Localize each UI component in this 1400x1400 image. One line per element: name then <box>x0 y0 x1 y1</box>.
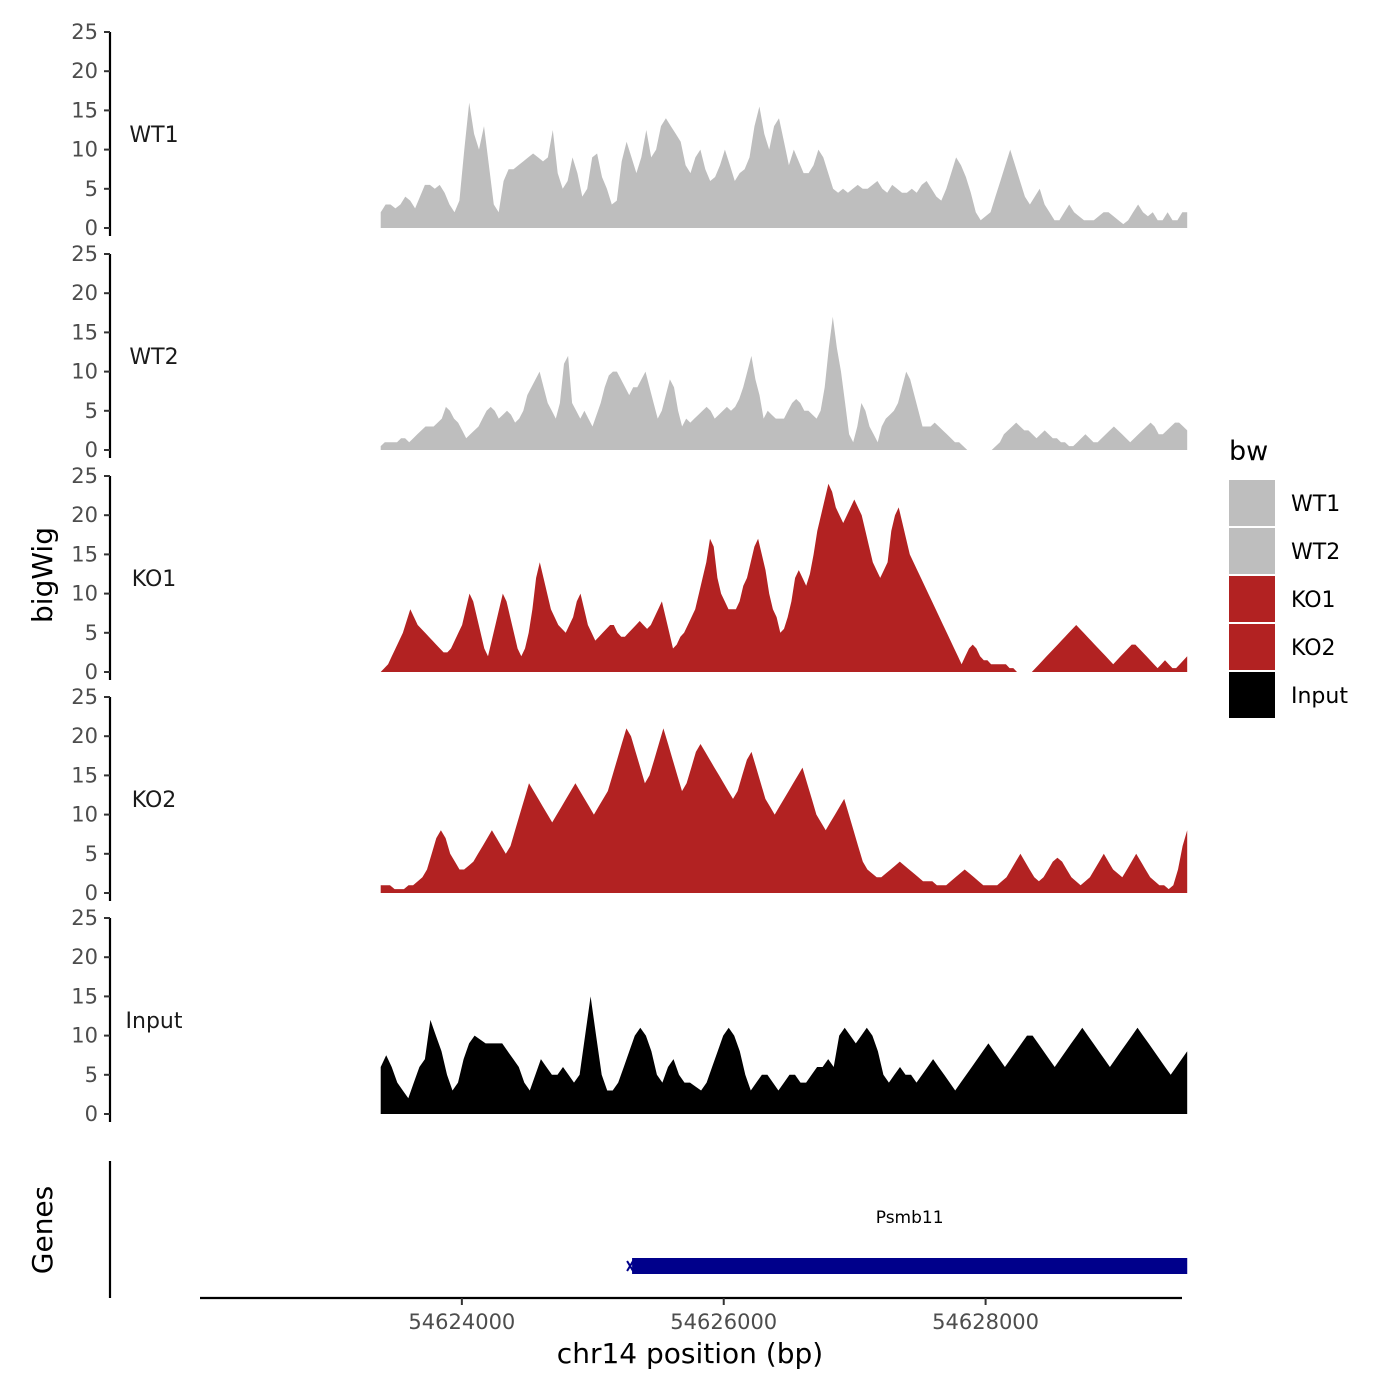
area-ko1 <box>380 483 1188 672</box>
genes-panel: Psmb11 <box>108 1161 1188 1298</box>
legend-swatch <box>1229 528 1275 574</box>
y-tick-label: 20 <box>71 945 98 969</box>
legend: bw WT1 WT2 KO1 KO2 Input <box>1229 436 1348 718</box>
y-tick-label: 5 <box>85 177 98 201</box>
y-tick-label: 15 <box>71 984 98 1008</box>
area-wt2 <box>380 316 1188 450</box>
area-ko2 <box>380 728 1188 893</box>
legend-label: WT1 <box>1291 492 1340 517</box>
legend-title: bw <box>1229 436 1268 467</box>
y-tick-label: 20 <box>71 503 98 527</box>
legend-entry-ko1: KO1 <box>1229 576 1336 622</box>
gene-label: Psmb11 <box>876 1208 944 1228</box>
y-tick-label: 20 <box>71 59 98 83</box>
y-tick-label: 10 <box>71 360 98 384</box>
y-tick-label: 25 <box>71 242 98 266</box>
legend-swatch <box>1229 672 1275 718</box>
y-tick-label: 5 <box>85 842 98 866</box>
y-tick-label: 0 <box>85 1102 98 1126</box>
track-label: KO2 <box>132 788 177 813</box>
y-tick-label: 10 <box>71 803 98 827</box>
gene-psmb11: Psmb11 <box>626 1208 1188 1274</box>
legend-entry-ko2: KO2 <box>1229 624 1336 670</box>
legend-swatch <box>1229 576 1275 622</box>
y-tick-label: 15 <box>71 98 98 122</box>
y-tick-label: 20 <box>71 281 98 305</box>
track-label: WT2 <box>129 345 178 370</box>
track-wt1: 0 5 10 15 20 25 WT1 <box>71 20 1188 240</box>
legend-label: Input <box>1291 684 1348 709</box>
y-tick-label: 5 <box>85 1063 98 1087</box>
legend-label: WT2 <box>1291 540 1340 565</box>
tracks-layer: 0510152025WT10510152025WT20510152025KO10… <box>71 20 1188 1126</box>
y-tick-label: 25 <box>71 906 98 930</box>
legend-entry-wt1: WT1 <box>1229 480 1340 526</box>
x-tick-label: 54624000 <box>408 1310 515 1334</box>
x-tick-label: 54628000 <box>932 1310 1039 1334</box>
y-axis-title: bigWig <box>26 527 59 623</box>
area-wt1 <box>380 102 1188 228</box>
y-tick-label: 15 <box>71 320 98 344</box>
y-tick-label: 25 <box>71 685 98 709</box>
y-tick-label: 15 <box>71 542 98 566</box>
legend-label: KO2 <box>1291 636 1336 661</box>
track-label: WT1 <box>129 123 178 148</box>
legend-swatch <box>1229 480 1275 526</box>
gene-start-marker <box>626 1260 634 1272</box>
track-ko1: 0 5 10 15 20 25 KO1 <box>71 464 1188 684</box>
y-tick-label: 10 <box>71 138 98 162</box>
track-ko2: 0 5 10 15 20 25 KO2 <box>71 685 1188 905</box>
x-axis: 54624000 54626000 54628000 <box>200 1296 1182 1334</box>
track-wt2: 0 5 10 15 20 25 WT2 <box>71 242 1188 462</box>
y-tick-label: 10 <box>71 1024 98 1048</box>
y-tick-label: 15 <box>71 763 98 787</box>
y-tick-label: 0 <box>85 660 98 684</box>
track-label: Input <box>126 1009 183 1034</box>
y-tick-label: 25 <box>71 20 98 44</box>
x-axis-title: chr14 position (bp) <box>557 1337 823 1370</box>
legend-label: KO1 <box>1291 588 1336 613</box>
legend-swatch <box>1229 624 1275 670</box>
y-tick-label: 5 <box>85 399 98 423</box>
y-tick-label: 0 <box>85 881 98 905</box>
genes-panel-title: Genes <box>26 1186 59 1274</box>
legend-entry-input: Input <box>1229 672 1348 718</box>
x-tick-label: 54626000 <box>670 1310 777 1334</box>
gene-body <box>632 1258 1188 1274</box>
y-tick-label: 5 <box>85 621 98 645</box>
legend-entry-wt2: WT2 <box>1229 528 1340 574</box>
y-tick-label: 0 <box>85 438 98 462</box>
y-tick-label: 20 <box>71 724 98 748</box>
y-tick-label: 10 <box>71 582 98 606</box>
y-tick-label: 25 <box>71 464 98 488</box>
track-input: 0 5 10 15 20 25 Input <box>71 906 1188 1126</box>
track-label: KO1 <box>132 567 177 592</box>
area-input <box>380 996 1188 1114</box>
y-tick-label: 0 <box>85 216 98 240</box>
